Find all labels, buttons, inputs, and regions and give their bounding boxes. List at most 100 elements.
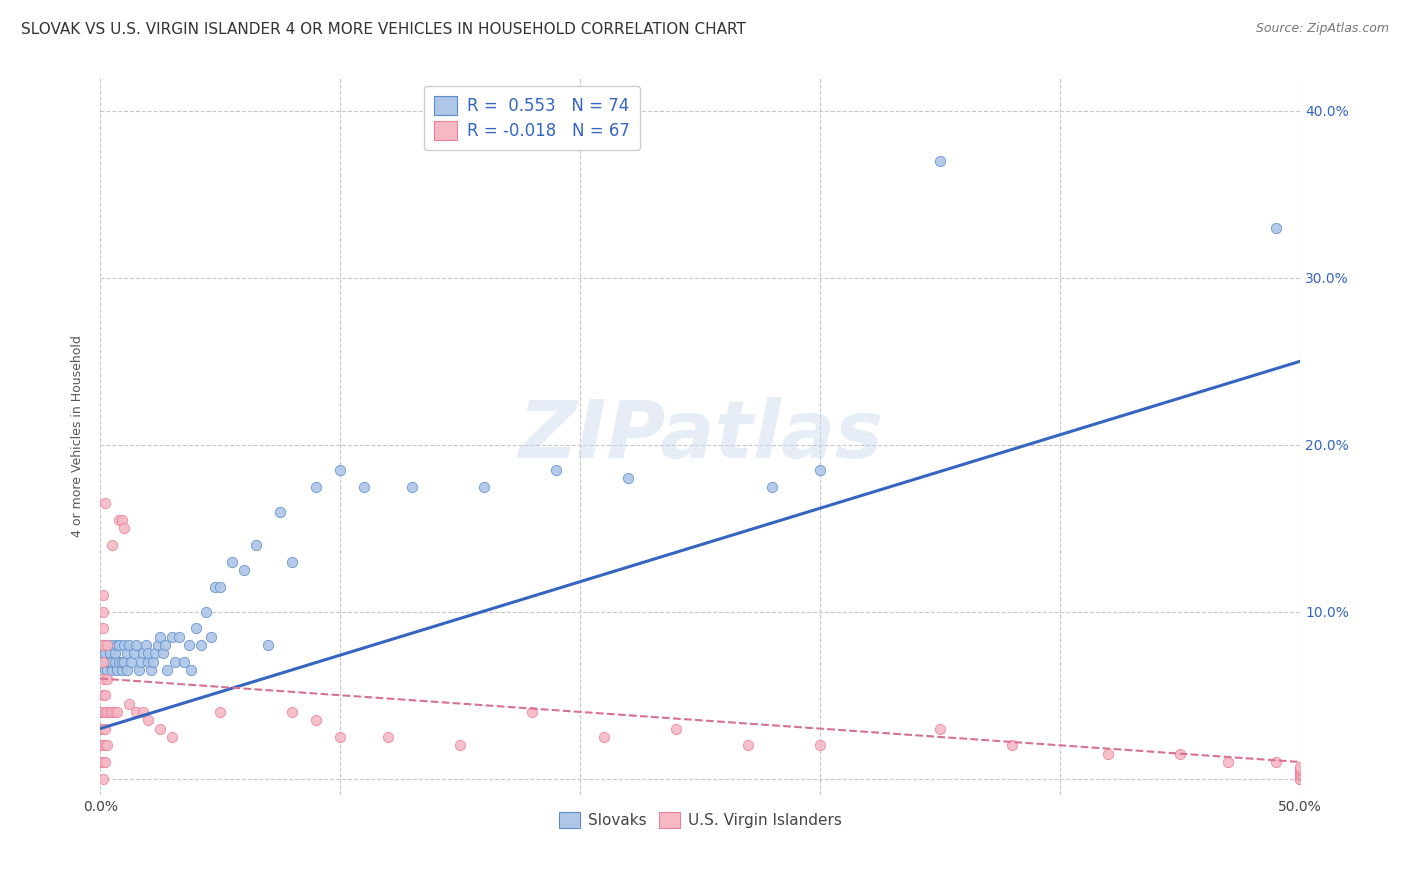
Point [1097,747,1119,761]
Point [169,630,191,644]
Point [160,730,183,744]
Point [737,739,759,753]
Point [1265,220,1288,235]
Point [449,739,471,753]
Point [98,647,121,661]
Point [111,655,134,669]
Point [761,479,783,493]
Point [149,630,172,644]
Point [91,605,114,619]
Point [101,638,124,652]
Point [593,730,616,744]
Point [929,153,952,168]
Point [136,647,159,661]
Point [160,630,183,644]
Point [120,655,142,669]
Point [94,663,117,677]
Point [112,521,135,535]
Point [1289,768,1312,782]
Point [245,538,267,552]
Point [125,638,148,652]
Point [281,555,304,569]
Point [96,705,118,719]
Point [132,705,155,719]
Point [104,655,127,669]
Point [546,463,568,477]
Point [94,496,117,510]
Point [186,622,208,636]
Point [180,663,202,677]
Point [104,705,127,719]
Point [101,538,124,552]
Point [1289,764,1312,779]
Point [108,655,131,669]
Point [221,555,243,569]
Point [1289,764,1312,778]
Point [91,647,114,661]
Point [929,722,952,736]
Point [91,655,114,669]
Point [177,638,200,652]
Point [329,730,352,744]
Point [91,688,114,702]
Point [125,705,148,719]
Point [136,713,159,727]
Point [112,655,135,669]
Point [136,655,159,669]
Point [1289,760,1312,774]
Point [91,588,114,602]
Point [94,638,117,652]
Point [105,705,128,719]
Point [1289,764,1312,778]
Point [149,722,172,736]
Point [89,755,111,769]
Point [91,705,114,719]
Point [472,479,495,493]
Point [1168,747,1191,761]
Point [91,739,114,753]
Point [163,655,186,669]
Point [89,722,111,736]
Point [1001,739,1024,753]
Point [200,630,222,644]
Point [665,722,688,736]
Point [122,647,145,661]
Point [91,638,114,652]
Point [146,638,169,652]
Point [94,739,117,753]
Point [105,638,128,652]
Legend: Slovaks, U.S. Virgin Islanders: Slovaks, U.S. Virgin Islanders [553,805,848,834]
Point [204,580,226,594]
Point [139,663,162,677]
Point [91,755,114,769]
Point [101,705,124,719]
Point [94,647,117,661]
Point [132,647,155,661]
Point [98,655,121,669]
Point [353,479,375,493]
Point [129,655,152,669]
Point [91,638,114,652]
Point [153,638,176,652]
Point [94,655,117,669]
Point [1289,766,1312,780]
Text: ZIPatlas: ZIPatlas [517,398,883,475]
Point [94,755,117,769]
Point [520,705,543,719]
Point [1265,755,1288,769]
Point [111,513,134,527]
Point [257,638,280,652]
Point [105,663,128,677]
Point [209,705,232,719]
Point [808,463,831,477]
Point [108,638,131,652]
Point [104,647,127,661]
Point [118,638,141,652]
Point [96,638,118,652]
Point [94,705,117,719]
Point [808,739,831,753]
Point [96,655,118,669]
Point [115,663,138,677]
Point [101,655,124,669]
Point [152,647,174,661]
